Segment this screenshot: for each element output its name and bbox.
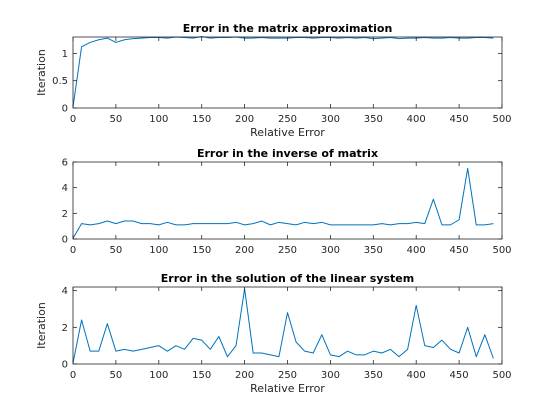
chart-2-x-tick-label: 500 [492, 245, 511, 256]
chart-3-x-tick-label: 400 [407, 370, 426, 381]
chart-3-x-axis-label: Relative Error [250, 382, 325, 395]
chart-2: 0 50 100 150 200 250 300 350 400 450 500 0 2 4 6 Error … [62, 147, 512, 256]
chart-2-x-tick-label: 150 [192, 245, 211, 256]
chart-1-y-tick-label: 0.5 [52, 76, 68, 87]
chart-3-x-tick-label: 500 [492, 370, 511, 381]
chart-1-y-axis-label: Iteration [35, 49, 48, 96]
chart-1-y-tick-label: 0 [62, 104, 68, 115]
chart-1-x-tick-label: 400 [407, 114, 426, 125]
chart-3: 0 50 100 150 200 250 300 350 400 450 500 0 2 4 Error i… [35, 272, 512, 395]
chart-3-plot-area [73, 287, 502, 364]
chart-2-axes-box [72, 161, 503, 240]
chart-3-axes-box [72, 286, 503, 365]
chart-3-series-line [72, 288, 494, 364]
chart-2-y-tick-label: 0 [62, 235, 68, 246]
chart-2-y-tick-label: 4 [62, 183, 68, 194]
chart-3-x-tick-label: 100 [149, 370, 168, 381]
chart-2-x-tick-label: 450 [450, 245, 469, 256]
chart-1-x-tick-label: 150 [192, 114, 211, 125]
chart-1-series-line [72, 35, 494, 107]
chart-2-x-tick-label: 250 [278, 245, 297, 256]
chart-1-x-tick-label: 0 [70, 114, 76, 125]
chart-1-title: Error in the matrix approximation [183, 22, 393, 35]
chart-1-plot-area [73, 37, 502, 108]
chart-2-x-tick-label: 50 [110, 245, 123, 256]
chart-2-y-tick-label: 2 [62, 209, 68, 220]
chart-3-y-tick-label: 2 [62, 323, 68, 334]
chart-3-x-tick-label: 0 [70, 370, 76, 381]
chart-3-y-tick-label: 4 [62, 286, 68, 297]
chart-1-x-tick-label: 200 [235, 114, 254, 125]
chart-1-y-tick-label: 1 [62, 49, 68, 60]
chart-3-x-tick-label: 200 [235, 370, 254, 381]
chart-3-x-tick-label: 250 [278, 370, 297, 381]
chart-1-axes-box [72, 36, 503, 109]
chart-2-x-tick-label: 350 [364, 245, 383, 256]
chart-2-x-tick-label: 400 [407, 245, 426, 256]
chart-3-x-tick-label: 450 [450, 370, 469, 381]
chart-3-title: Error in the solution of the linear syst… [161, 272, 414, 285]
chart-1-x-tick-label: 350 [364, 114, 383, 125]
chart-3-x-tick-label: 50 [110, 370, 123, 381]
chart-3-y-axis-label: Iteration [35, 302, 48, 349]
chart-3-x-tick-label: 150 [192, 370, 211, 381]
chart-3-y-tick-label: 0 [62, 360, 68, 371]
chart-1-x-tick-label: 500 [492, 114, 511, 125]
chart-1-x-tick-label: 450 [450, 114, 469, 125]
chart-1-x-tick-label: 250 [278, 114, 297, 125]
chart-2-x-tick-label: 100 [149, 245, 168, 256]
chart-2-x-tick-label: 300 [321, 245, 340, 256]
chart-2-x-tick-label: 200 [235, 245, 254, 256]
chart-3-x-tick-label: 300 [321, 370, 340, 381]
chart-1-x-axis-label: Relative Error [250, 126, 325, 139]
chart-2-title: Error in the inverse of matrix [197, 147, 378, 160]
chart-1: 0 50 100 150 200 250 300 350 400 450 500 0 0.5 1 Error… [35, 22, 512, 139]
chart-2-plot-area [73, 162, 502, 239]
chart-3-x-tick-label: 350 [364, 370, 383, 381]
chart-1-x-tick-label: 300 [321, 114, 340, 125]
chart-2-y-tick-label: 6 [62, 158, 68, 169]
chart-1-x-tick-label: 100 [149, 114, 168, 125]
chart-1-x-tick-label: 50 [110, 114, 123, 125]
chart-2-x-tick-label: 0 [70, 245, 76, 256]
chart-2-series-line [72, 167, 494, 239]
